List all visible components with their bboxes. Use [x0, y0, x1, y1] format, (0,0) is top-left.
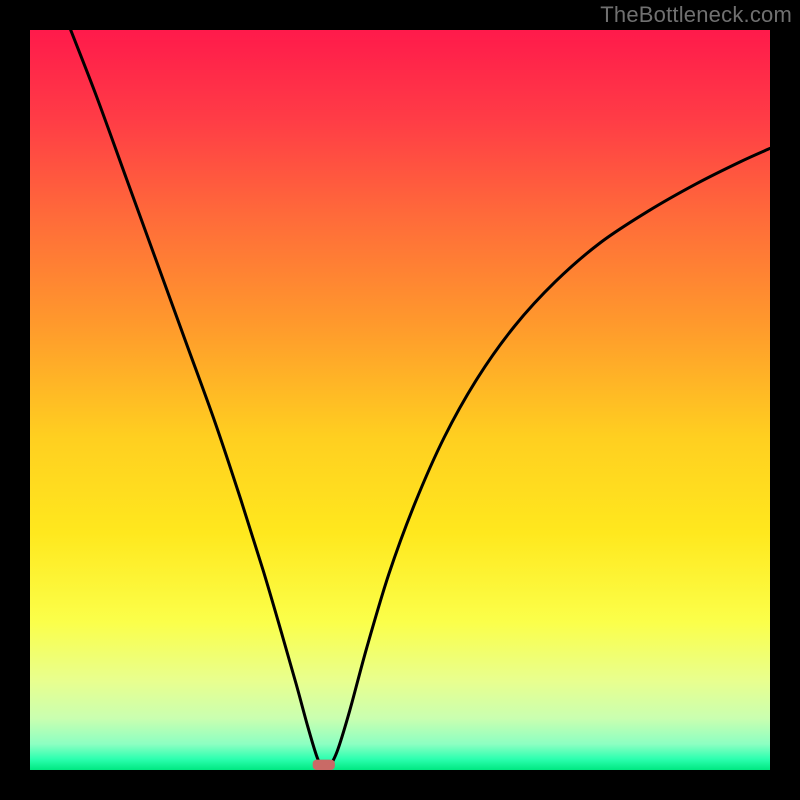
chart-background-gradient [30, 30, 770, 770]
bottleneck-chart [0, 0, 800, 800]
chart-frame: TheBottleneck.com [0, 0, 800, 800]
optimal-marker [313, 760, 335, 770]
watermark-text: TheBottleneck.com [600, 2, 792, 28]
